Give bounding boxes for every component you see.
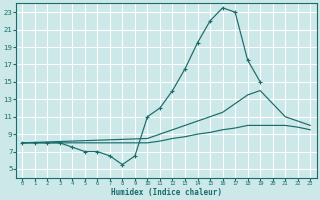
X-axis label: Humidex (Indice chaleur): Humidex (Indice chaleur) [111, 188, 222, 197]
